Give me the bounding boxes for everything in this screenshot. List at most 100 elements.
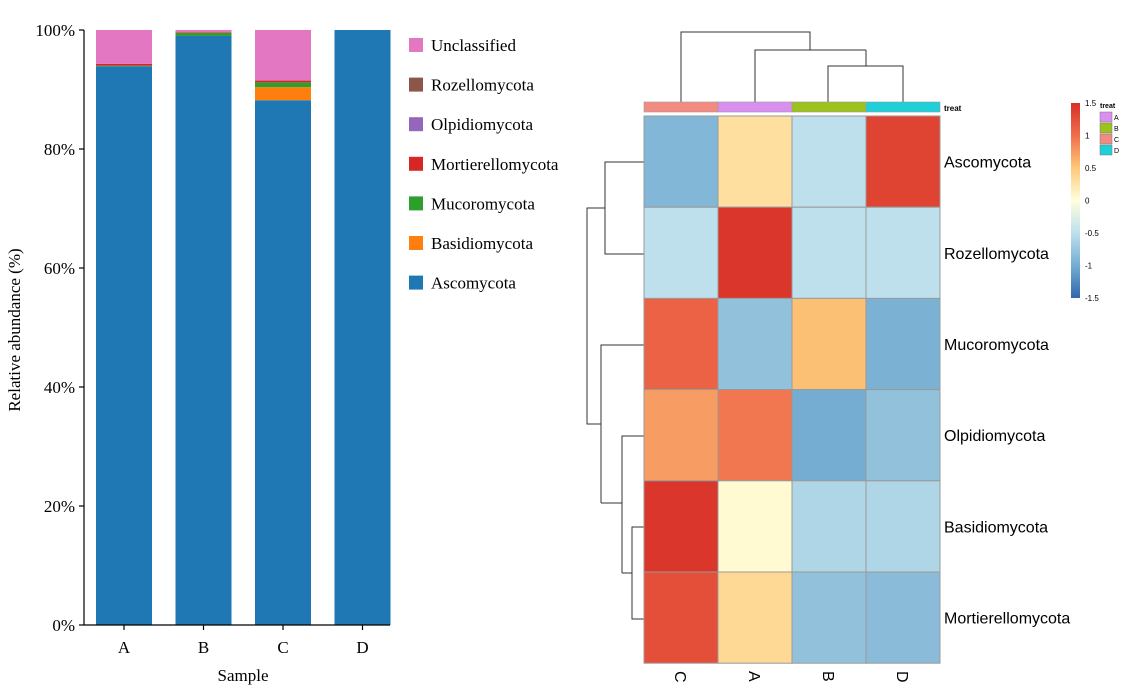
- heatmap-cell-mortierellomycota-D: [865, 571, 941, 664]
- heatmap-cell-olpidiomycota-C: [643, 389, 719, 482]
- y-tick-label: 40%: [44, 378, 75, 397]
- legend-swatch-mortierellomycota: [409, 156, 423, 171]
- heatmap-cell-basidiomycota-B: [791, 480, 867, 573]
- y-tick-label: 20%: [44, 497, 75, 516]
- y-tick-label: 100%: [35, 21, 75, 40]
- y-axis: 0% 20% 40% 60% 80% 100%: [35, 21, 85, 635]
- color-scale-tick-label: 1: [1085, 132, 1090, 141]
- treat-legend-swatch-B: [1099, 122, 1113, 134]
- legend-label-rozellomycota: Rozellomycota: [431, 76, 534, 95]
- row-label-mucoromycota: Mucoromycota: [944, 337, 1049, 354]
- heatmap-cell-ascomycota-C: [643, 115, 719, 208]
- legend-label-unclassified: Unclassified: [431, 36, 516, 55]
- color-scale-tick-label: -1: [1085, 262, 1093, 271]
- column-label-D: D: [893, 671, 910, 683]
- heatmap: treat Ascomycota Rozellomycota Mucoromycot…: [586, 31, 1119, 683]
- treat-legend-label-A: A: [1114, 115, 1119, 122]
- color-scale-tick-label: 1.5: [1085, 99, 1097, 108]
- color-scale-tick-label: -1.5: [1085, 294, 1099, 303]
- bars: [96, 30, 391, 626]
- bar-segment-D-ascomycota: [334, 30, 391, 625]
- bar-segment-A-mucoromycota: [96, 65, 152, 67]
- heatmap-cell-ascomycota-A: [717, 115, 793, 208]
- y-axis-title: Relative abundance (%): [5, 248, 24, 411]
- treat-annotation-cell-D: [865, 101, 941, 113]
- treat-legend-label-D: D: [1114, 148, 1119, 155]
- row-labels: Ascomycota Rozellomycota Mucoromycota Olpid…: [944, 155, 1070, 628]
- y-tick-label: 60%: [44, 259, 75, 278]
- heatmap-cell-rozellomycota-D: [865, 206, 941, 299]
- bar-segment-B-ascomycota: [175, 35, 232, 625]
- legend-swatch-mucoromycota: [409, 196, 423, 211]
- heatmap-cell-basidiomycota-A: [717, 480, 793, 573]
- legend-label-ascomycota: Ascomycota: [431, 274, 516, 293]
- y-tick-label: 0%: [52, 616, 75, 635]
- treat-legend-label-C: C: [1114, 137, 1119, 144]
- treat-legend-swatch-D: [1099, 144, 1113, 156]
- row-dendrogram: [586, 161, 644, 620]
- row-label-rozellomycota: Rozellomycota: [944, 246, 1049, 263]
- column-label-B: B: [819, 671, 836, 682]
- row-label-basidiomycota: Basidiomycota: [944, 519, 1048, 536]
- x-axis-title: Sample: [218, 666, 269, 685]
- legend-swatch-basidiomycota: [409, 236, 423, 250]
- heatmap-cell-mucoromycota-C: [643, 297, 719, 391]
- heatmap-cell-olpidiomycota-D: [865, 389, 941, 482]
- heatmap-cell-mucoromycota-D: [865, 297, 941, 391]
- legend-label-basidiomycota: Basidiomycota: [431, 234, 533, 253]
- legend-swatch-olpidiomycota: [409, 117, 423, 132]
- heatmap-cell-basidiomycota-D: [865, 480, 941, 573]
- x-tick-label: B: [198, 638, 209, 657]
- heatmap-cell-olpidiomycota-A: [717, 389, 793, 482]
- bar-segment-C-ascomycota: [255, 100, 311, 625]
- heatmap-cell-ascomycota-D: [865, 115, 941, 208]
- legend-label-mortierellomycota: Mortierellomycota: [431, 155, 559, 174]
- bar-segment-A-unclassified: [96, 30, 152, 64]
- treat-legend-swatch-A: [1099, 111, 1113, 123]
- column-dendrogram: [680, 31, 904, 103]
- heatmap-cell-mortierellomycota-C: [643, 571, 719, 664]
- legend: Unclassified Rozellomycota Olpidiomycota Mo…: [409, 36, 559, 293]
- row-label-ascomycota: Ascomycota: [944, 155, 1031, 172]
- column-label-A: A: [745, 671, 762, 682]
- treat-legend-swatch-C: [1099, 133, 1113, 145]
- heatmap-cell-rozellomycota-C: [643, 206, 719, 299]
- bar-segment-B-mucoromycota: [175, 32, 232, 36]
- bar-segment-C-mucoromycota: [255, 82, 311, 88]
- treat-annotation-cell-A: [717, 101, 793, 113]
- x-tick-label: A: [118, 638, 131, 657]
- treat-annotation-cell-B: [791, 101, 867, 113]
- treat-annotation-bar: [643, 101, 941, 113]
- row-label-olpidiomycota: Olpidiomycota: [944, 428, 1045, 445]
- heatmap-cell-olpidiomycota-B: [791, 389, 867, 482]
- bar-segment-C-mortierellomycota: [255, 80, 311, 83]
- heatmap-cell-mucoromycota-A: [717, 297, 793, 391]
- heatmap-cell-ascomycota-B: [791, 115, 867, 208]
- column-label-C: C: [671, 671, 688, 683]
- legend-swatch-ascomycota: [409, 275, 423, 290]
- heatmap-cell-mucoromycota-B: [791, 297, 867, 391]
- bar-segment-C-basidiomycota: [255, 87, 311, 101]
- heatmap-cell-basidiomycota-C: [643, 480, 719, 573]
- color-scale-bar: [1071, 103, 1080, 298]
- heatmap-cell-mortierellomycota-B: [791, 571, 867, 664]
- row-label-mortierellomycota: Mortierellomycota: [944, 611, 1070, 628]
- legend-label-mucoromycota: Mucoromycota: [431, 194, 535, 213]
- color-scale-tick-label: 0: [1085, 197, 1090, 206]
- color-scale-tick-label: 0.5: [1085, 164, 1097, 173]
- y-tick-label: 80%: [44, 140, 75, 159]
- legend-label-olpidiomycota: Olpidiomycota: [431, 115, 533, 134]
- heatmap-cell-rozellomycota-A: [717, 206, 793, 299]
- heatmap-cell-mortierellomycota-A: [717, 571, 793, 664]
- treat-legend-title: treat: [1100, 103, 1116, 110]
- bar-segment-C-unclassified: [255, 30, 311, 81]
- x-tick-label: C: [277, 638, 288, 657]
- treat-annotation-cell-C: [643, 101, 719, 113]
- bar-segment-A-ascomycota: [96, 66, 152, 626]
- legend-swatch-rozellomycota: [409, 77, 423, 92]
- stacked-bar-chart: 0% 20% 40% 60% 80% 100% A B C D Relative abundan…: [5, 21, 559, 685]
- heatmap-cell-rozellomycota-B: [791, 206, 867, 299]
- color-scale-tick-label: -0.5: [1085, 229, 1099, 238]
